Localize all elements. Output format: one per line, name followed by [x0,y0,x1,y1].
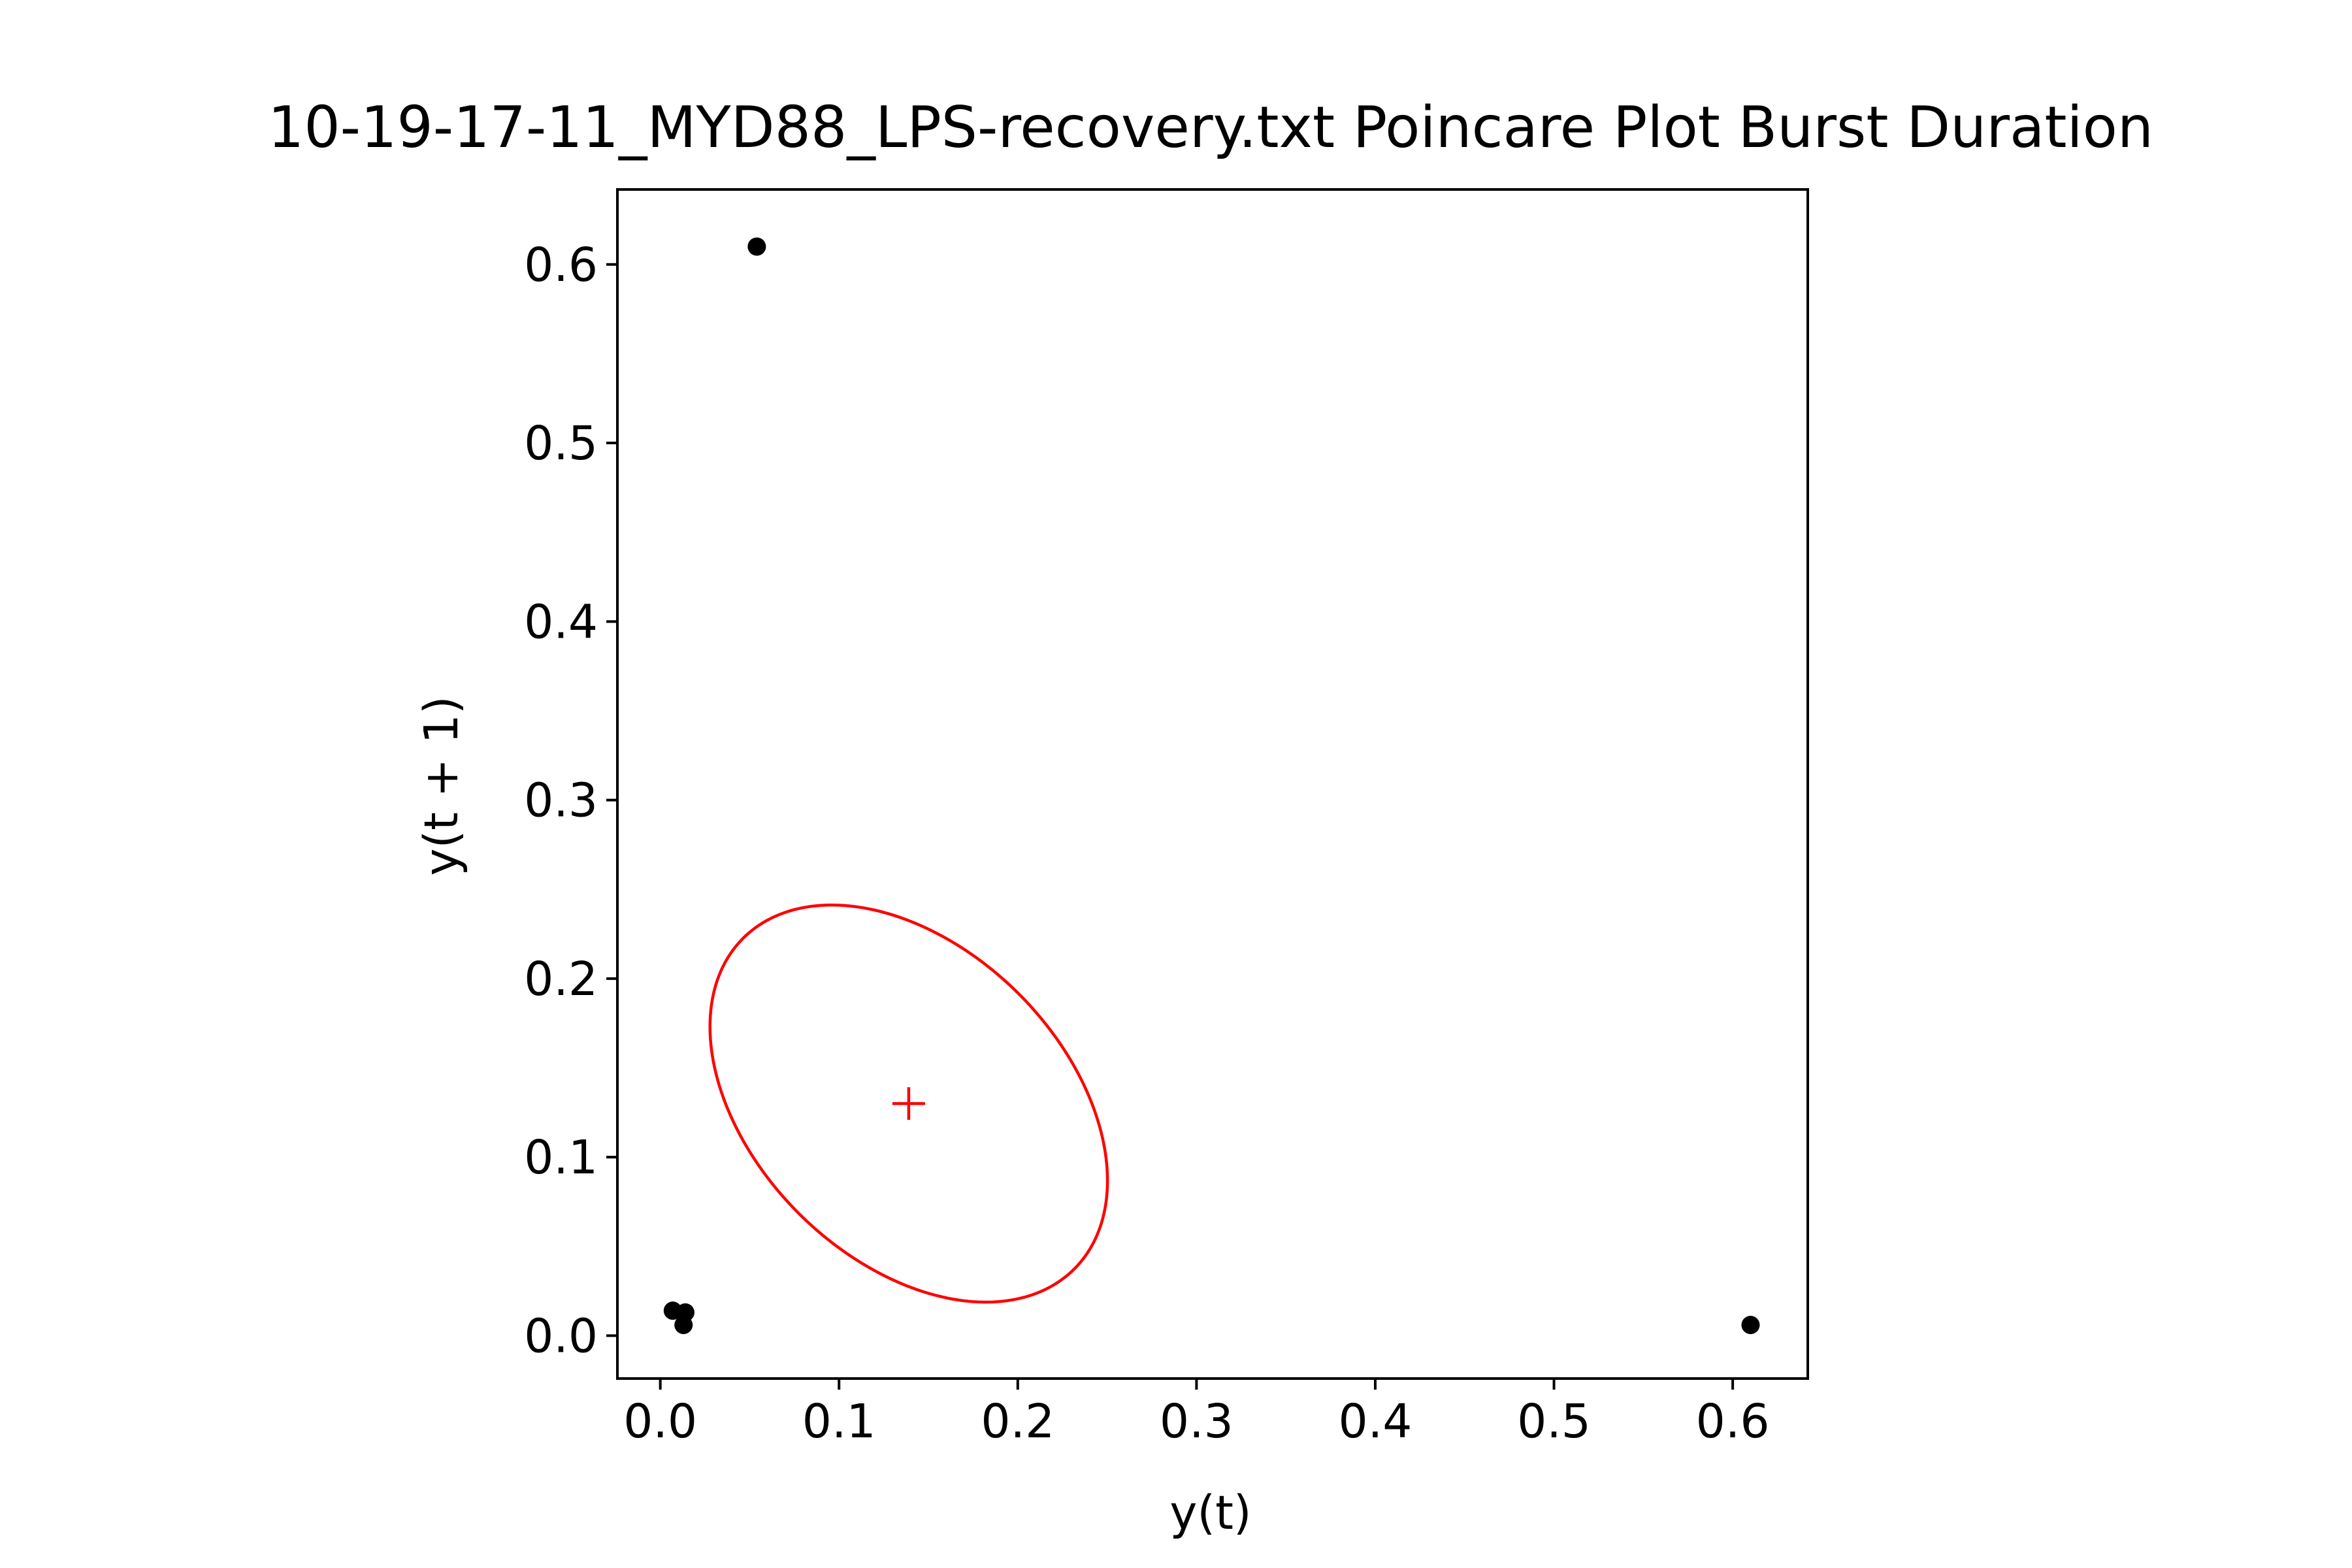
data-point-2 [674,1316,693,1335]
x-tick-label-0: 0.0 [623,1394,697,1448]
x-tick-label-4: 0.4 [1338,1394,1412,1448]
y-tick-label-0: 0.0 [524,1309,598,1363]
x-tick-label-1: 0.1 [802,1394,876,1448]
plot-area [663,237,1760,1335]
sd-ellipse [708,904,1109,1304]
x-tick-label-3: 0.3 [1160,1394,1233,1448]
chart-title: 10-19-17-11_MYD88_LPS-recovery.txt Poinc… [268,94,2153,161]
x-tick-label-2: 0.2 [981,1394,1054,1448]
x-axis: 0.0 0.1 0.2 0.3 0.4 0.5 0.6 [623,1379,1770,1448]
points-layer [663,237,1760,1335]
y-tick-label-5: 0.5 [524,416,598,470]
y-tick-label-3: 0.3 [524,774,598,828]
x-tick-label-6: 0.6 [1696,1394,1770,1448]
y-tick-label-1: 0.1 [524,1130,598,1184]
y-tick-label-4: 0.4 [524,595,598,649]
y-tick-label-2: 0.2 [524,952,598,1006]
data-point-4 [1741,1316,1760,1335]
mean-marker [892,1087,925,1120]
plot-frame [616,188,1809,1380]
data-point-3 [747,237,766,256]
x-tick-label-5: 0.5 [1517,1394,1591,1448]
y-axis: 0.0 0.1 0.2 0.3 0.4 0.5 0.6 [524,238,617,1363]
ellipse-layer [708,904,1109,1304]
y-axis-label: y(t + 1) [414,696,468,875]
y-tick-label-6: 0.6 [524,238,598,292]
mean-layer [892,1087,925,1120]
x-axis-label: y(t) [1169,1486,1251,1540]
